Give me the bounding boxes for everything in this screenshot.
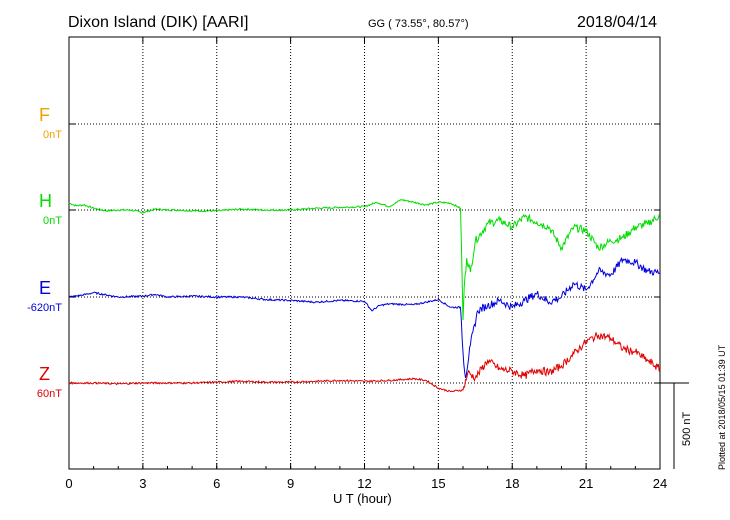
baseline-label-F: 0nT (43, 129, 62, 141)
x-tick-label: 3 (139, 476, 147, 491)
coords-label: GG ( 73.55°, 80.57°) (368, 18, 469, 30)
component-label-E: E (39, 278, 52, 298)
x-tick-label: 15 (431, 476, 446, 491)
baseline-label-Z: 60nT (36, 388, 62, 400)
x-tick-label: 0 (65, 476, 73, 491)
x-tick-label: 12 (357, 476, 372, 491)
station-title: Dixon Island (DIK) [AARI] (68, 14, 249, 31)
trace-Z (68, 332, 661, 393)
x-tick-label: 21 (578, 476, 594, 491)
x-tick-label: 18 (505, 476, 520, 491)
x-tick-label: 24 (652, 476, 668, 491)
date-label: 2018/04/14 (577, 14, 658, 31)
x-tick-label: 6 (213, 476, 221, 491)
trace-E (68, 256, 661, 378)
component-label-F: F (39, 105, 50, 125)
component-label-H: H (39, 191, 52, 211)
x-axis-label: U T (hour) (333, 491, 392, 506)
component-label-Z: Z (39, 364, 50, 384)
baseline-label-H: 0nT (43, 215, 62, 227)
x-tick-label: 9 (287, 476, 295, 491)
baseline-label-E: -620nT (27, 302, 62, 314)
trace-H (68, 198, 661, 321)
